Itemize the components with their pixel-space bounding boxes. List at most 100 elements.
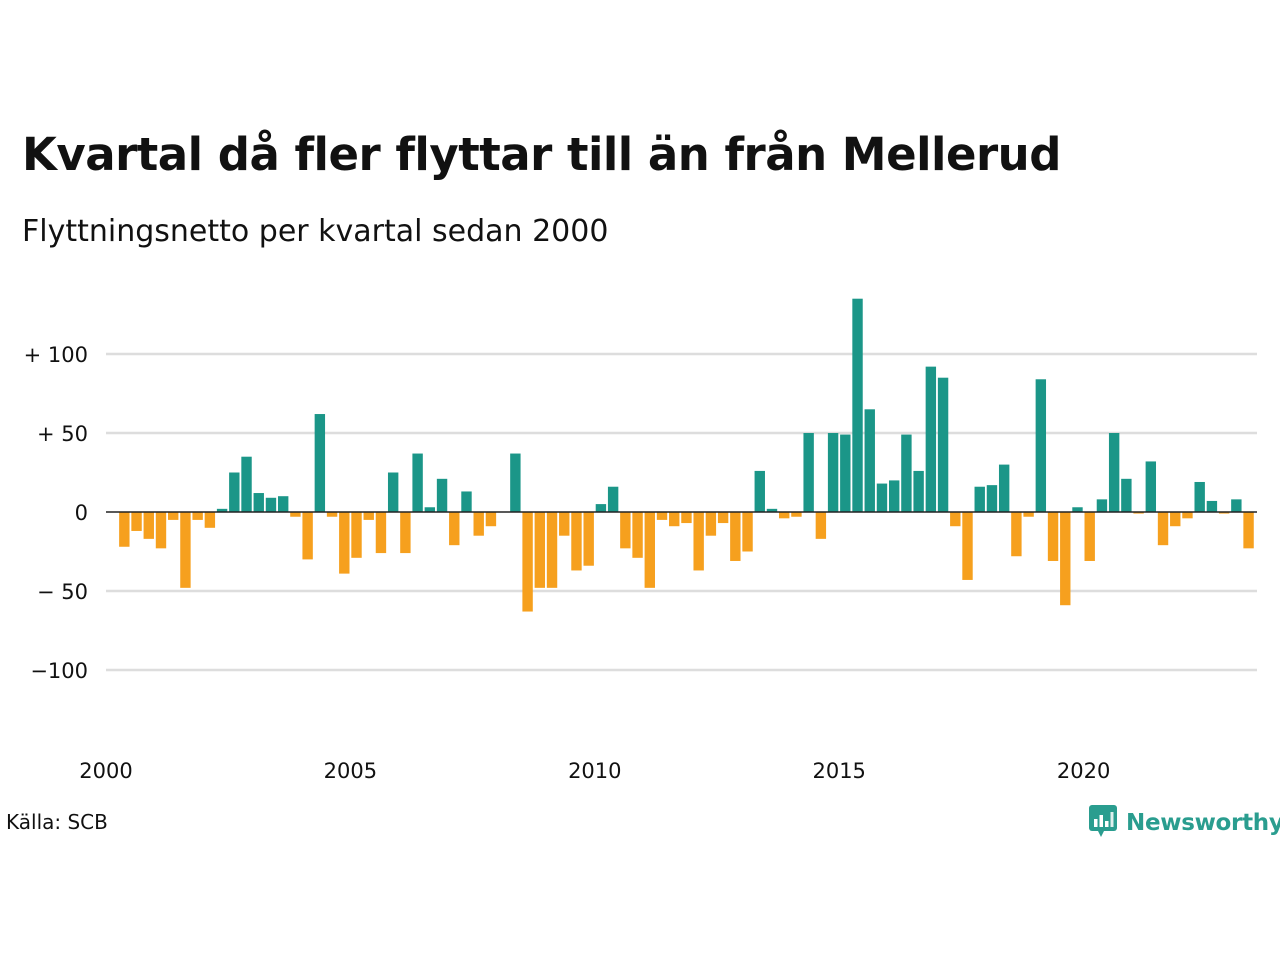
bar xyxy=(1035,379,1047,512)
bar xyxy=(168,512,179,520)
bar xyxy=(400,512,411,554)
source-note: Källa: SCB xyxy=(6,810,108,834)
bar xyxy=(363,512,374,520)
bar xyxy=(180,512,191,588)
bar xyxy=(216,508,228,512)
bar xyxy=(864,409,875,512)
bar xyxy=(412,453,423,512)
y-tick-label: + 100 xyxy=(24,343,88,367)
bar xyxy=(546,512,558,588)
bar xyxy=(656,512,668,520)
bar xyxy=(705,512,717,536)
bar xyxy=(1047,512,1059,561)
bar xyxy=(888,480,900,512)
bar xyxy=(1170,512,1181,527)
chart-title: Kvartal då fler flyttar till än från Mel… xyxy=(22,128,1061,181)
x-axis-ticks: 2000 2005 2010 2015 2020 xyxy=(79,759,1110,783)
bar xyxy=(436,478,448,512)
bar xyxy=(754,470,765,512)
bar xyxy=(595,504,607,512)
bar xyxy=(473,512,484,536)
bar xyxy=(803,433,814,512)
bars xyxy=(119,298,1254,612)
bar xyxy=(791,512,802,517)
bar xyxy=(1206,500,1218,512)
bar xyxy=(766,508,778,512)
bar xyxy=(779,512,790,519)
bar xyxy=(583,512,594,566)
newsworthy-chart-bubble-icon xyxy=(1088,804,1118,842)
bar xyxy=(901,434,912,512)
bar xyxy=(314,414,326,512)
bar xyxy=(522,512,533,612)
bar xyxy=(1243,512,1254,549)
bar xyxy=(375,512,387,554)
bar xyxy=(1121,478,1132,512)
bar xyxy=(571,512,582,571)
bar xyxy=(265,497,277,512)
x-tick-label: 2020 xyxy=(1057,759,1110,783)
bar xyxy=(192,512,203,520)
bar xyxy=(644,512,655,588)
bar xyxy=(1108,433,1120,512)
bar xyxy=(485,512,497,527)
bar xyxy=(998,464,1010,512)
y-tick-label: − 50 xyxy=(37,580,88,604)
bar xyxy=(253,493,264,512)
x-tick-label: 2000 xyxy=(79,759,132,783)
bar xyxy=(742,512,753,552)
bar xyxy=(155,512,167,549)
bar xyxy=(326,512,338,517)
bar xyxy=(1194,481,1205,512)
x-tick-label: 2005 xyxy=(324,759,377,783)
bar xyxy=(937,377,949,512)
bar xyxy=(1011,512,1022,557)
bar xyxy=(387,472,399,512)
x-tick-label: 2015 xyxy=(812,759,865,783)
bar xyxy=(1133,512,1144,514)
bar xyxy=(1231,499,1242,512)
x-tick-label: 2010 xyxy=(568,759,621,783)
bar xyxy=(143,512,154,539)
bar xyxy=(1145,461,1157,512)
bar xyxy=(717,512,729,524)
brand-name: Newsworthy xyxy=(1126,810,1280,836)
bar xyxy=(962,512,973,580)
bar xyxy=(876,483,888,512)
bar xyxy=(449,512,460,546)
bar xyxy=(913,470,924,512)
bar xyxy=(1218,512,1230,514)
bar xyxy=(229,472,240,512)
y-axis-ticks: + 100 + 50 0 − 50 −100 xyxy=(24,343,88,683)
bar xyxy=(1096,499,1108,512)
bar xyxy=(302,512,313,560)
y-tick-label: −100 xyxy=(30,659,88,683)
bar xyxy=(131,512,142,531)
bar xyxy=(290,512,301,517)
bar xyxy=(840,434,851,512)
bar xyxy=(1072,507,1083,512)
bar xyxy=(852,298,863,512)
bar xyxy=(204,512,216,528)
bar xyxy=(730,512,741,561)
bar xyxy=(986,485,998,512)
bar xyxy=(681,512,692,524)
bar xyxy=(1084,512,1095,561)
bar xyxy=(950,512,961,527)
bar xyxy=(607,486,619,512)
bar xyxy=(339,512,350,574)
bar xyxy=(119,512,130,547)
bar xyxy=(827,433,839,512)
chart-subtitle: Flyttningsnetto per kvartal sedan 2000 xyxy=(22,214,609,249)
bar xyxy=(1182,512,1193,519)
bar xyxy=(534,512,546,588)
bar xyxy=(1157,512,1169,546)
brand-logo: Newsworthy xyxy=(1088,804,1280,842)
bar-chart: + 100 + 50 0 − 50 −100 2000 2005 2010 2015 2020 xyxy=(24,298,1257,783)
bar xyxy=(1023,512,1034,517)
bar xyxy=(277,496,289,512)
bar xyxy=(925,366,937,512)
bar xyxy=(241,456,252,512)
bar xyxy=(815,512,827,539)
bar xyxy=(424,507,436,512)
